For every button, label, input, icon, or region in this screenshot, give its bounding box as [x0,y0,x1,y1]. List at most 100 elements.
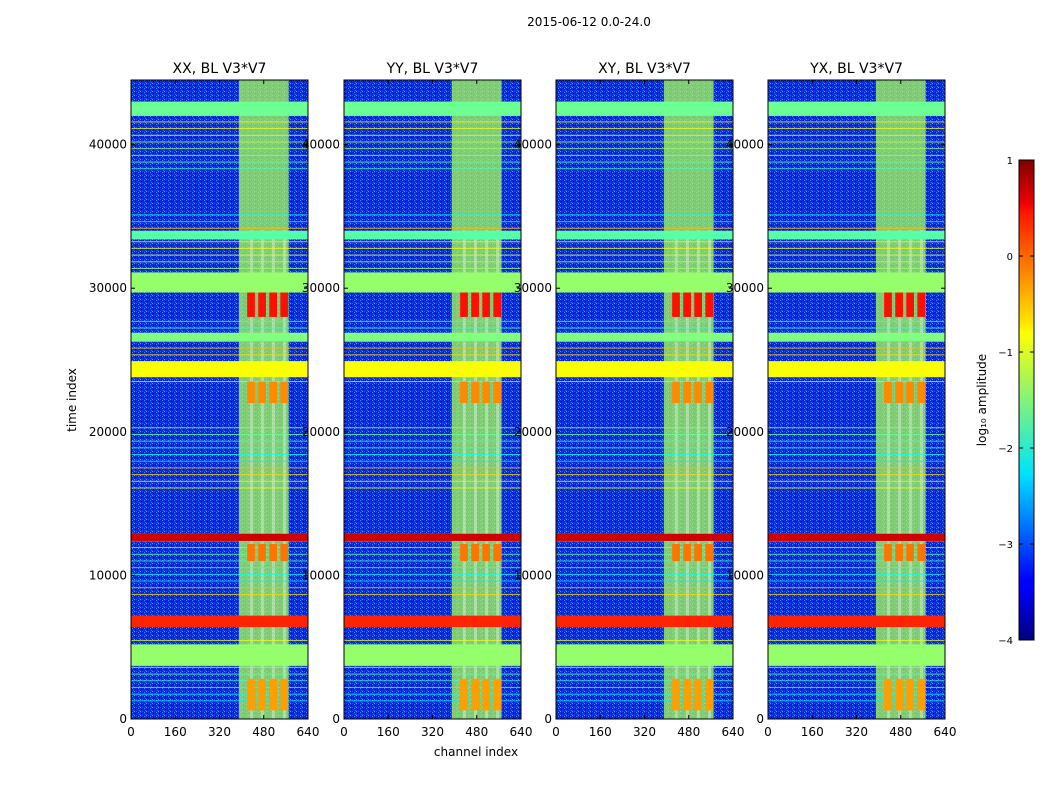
rfi-line [768,141,945,143]
horizontal-band [768,361,945,378]
rfi-patch [258,543,266,562]
rfi-line [768,121,945,123]
rfi-line [344,593,521,595]
colorbar: 1 0 −1 −2 −3 −4 log₁₀ amplitude [975,156,1035,647]
rfi-line [556,134,733,136]
rfi-patch [471,678,479,711]
rfi-patch [258,381,266,404]
rfi-patch [482,678,491,711]
rfi-patch [258,678,266,711]
rfi-line [344,440,521,442]
rfi-line [556,460,733,462]
rfi-line [131,693,308,695]
rfi-line [131,168,308,170]
rfi-line [131,567,308,569]
rfi-line [131,327,308,329]
colorbar-label: log₁₀ amplitude [975,354,989,446]
panel-3: YX, BL V3*V7 0 160 320 480 640 0 10000 20000 3000… [726,61,957,739]
rfi-line [768,241,945,243]
rfi-line [131,154,308,156]
panel-title: YY, BL V3*V7 [386,61,479,77]
horizontal-band [344,332,521,342]
rfi-line [344,347,521,349]
rfi-patch [269,381,278,404]
y-tick-label: 0 [544,712,552,726]
rfi-line [768,680,945,682]
rfi-line [131,700,308,702]
rfi-line [131,121,308,123]
rfi-patch [895,292,903,317]
rfi-patch [683,381,691,404]
horizontal-band [131,361,308,378]
rfi-patch [906,292,915,317]
horizontal-band [556,361,733,378]
horizontal-band [556,644,733,666]
horizontal-band [556,230,733,240]
rfi-line [556,161,733,163]
rfi-line [344,547,521,549]
rfi-line [344,480,521,482]
rfi-line [768,474,945,476]
rfi-line [556,261,733,263]
rfi-line [556,340,733,342]
rfi-line [768,547,945,549]
rfi-patch [460,543,468,562]
rfi-line [131,640,308,642]
heatmap-image [344,80,521,719]
rfi-line [768,587,945,589]
rfi-line [131,666,308,668]
rfi-line [556,148,733,150]
rfi-line [556,467,733,469]
rfi-line [768,221,945,223]
rfi-line [556,254,733,256]
x-tick-label: 160 [801,725,824,739]
rfi-line [344,141,521,143]
panel-1: YY, BL V3*V7 0 160 320 480 640 0 10000 20000 3000… [302,61,533,739]
rfi-line [768,433,945,435]
rfi-line [344,134,521,136]
horizontal-band [131,332,308,342]
rfi-line [131,128,308,130]
rfi-line [556,433,733,435]
rfi-line [344,553,521,555]
rfi-line [344,354,521,356]
rfi-line [556,593,733,595]
rfi-line [556,700,733,702]
rfi-line [131,454,308,456]
rfi-line [768,700,945,702]
rfi-patch [460,381,468,404]
rfi-line [344,560,521,562]
rfi-line [344,168,521,170]
rfi-line [131,460,308,462]
rfi-patch [269,543,278,562]
x-tick-label: 640 [722,725,745,739]
y-axis-label: time index [65,368,79,432]
rfi-line [344,460,521,462]
rfi-line [768,693,945,695]
colorbar-tick-label: −4 [998,636,1013,647]
y-tick-label: 30000 [89,281,127,295]
x-tick-label: 0 [340,725,348,739]
rfi-line [344,700,521,702]
y-tick-label: 40000 [726,138,764,152]
rfi-patch [247,381,255,404]
horizontal-band [344,272,521,293]
rfi-line [768,467,945,469]
y-tick-label: 0 [756,712,764,726]
rfi-line [344,241,521,243]
x-tick-label: 0 [127,725,135,739]
x-tick-label: 160 [164,725,187,739]
rfi-line [556,128,733,130]
rfi-line [344,261,521,263]
rfi-line [768,553,945,555]
rfi-line [556,121,733,123]
rfi-line [768,227,945,229]
rfi-line [344,474,521,476]
x-tick-label: 640 [934,725,957,739]
rfi-line [131,261,308,263]
rfi-patch [895,381,903,404]
rfi-line [131,680,308,682]
rfi-line [344,214,521,216]
rfi-patch [683,543,691,562]
rfi-line [131,221,308,223]
